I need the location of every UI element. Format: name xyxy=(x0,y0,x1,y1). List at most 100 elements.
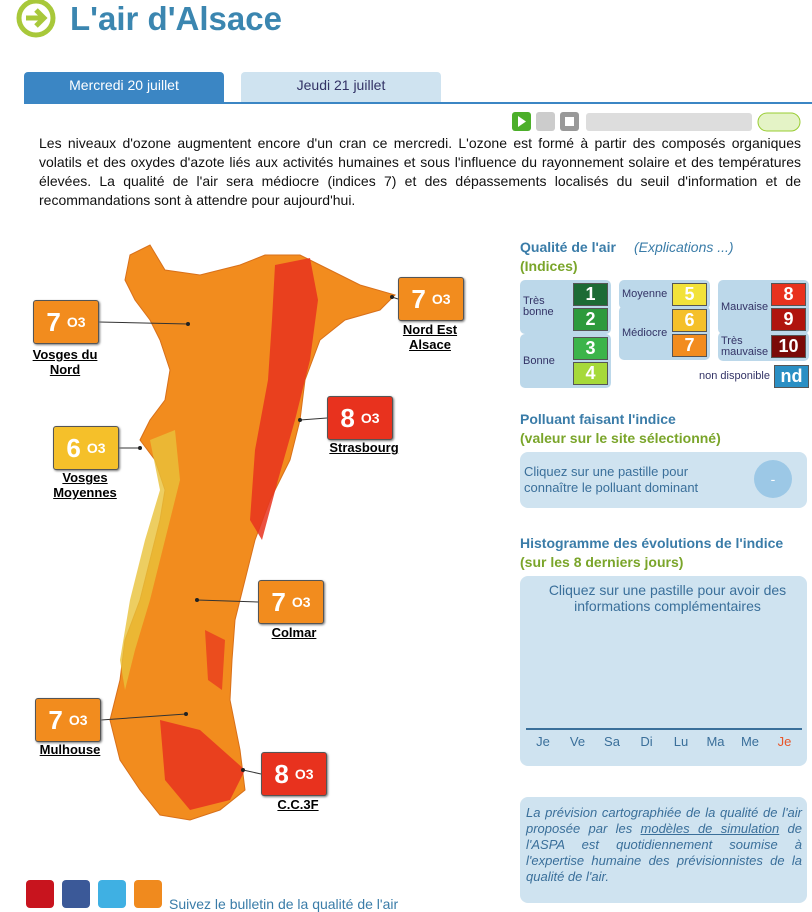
pastille[interactable]: 7 O3 xyxy=(33,300,99,344)
legend-label: Mauvaise xyxy=(721,300,769,313)
logo xyxy=(16,0,56,38)
legend-label: Bonne xyxy=(523,354,555,367)
note-text: La prévision cartographiée de la qualité… xyxy=(526,805,802,836)
day-label: Je xyxy=(777,734,792,749)
index-value: 8 xyxy=(274,758,289,789)
legend-group: 3 4 Bonne xyxy=(520,334,611,388)
facebook-icon[interactable] xyxy=(62,880,90,908)
day-label: Ve xyxy=(569,734,586,749)
site-name[interactable]: Nord Est Alsace xyxy=(402,322,458,352)
legend-label: Très bonne xyxy=(523,295,554,318)
legend-level: 5 xyxy=(672,283,707,306)
pause-button[interactable] xyxy=(536,112,555,131)
site-dot xyxy=(138,446,142,450)
pollutant-button[interactable]: - xyxy=(754,460,792,498)
pollutant: O3 xyxy=(291,594,311,610)
legend-level: 6 xyxy=(672,309,707,332)
site-dot xyxy=(186,322,190,326)
tab[interactable]: Mercredi 20 juillet xyxy=(24,72,224,103)
connector xyxy=(196,599,259,603)
day-label: Di xyxy=(640,734,653,749)
legend-group: nd non disponible xyxy=(696,362,812,391)
legend-level: nd xyxy=(773,365,809,388)
progress-bar[interactable] xyxy=(586,113,752,131)
pastille[interactable]: 7 O3 xyxy=(398,277,464,321)
connector xyxy=(299,417,328,421)
pdf-icon[interactable] xyxy=(26,880,54,908)
page-title: L'air d'Alsace xyxy=(70,0,282,37)
site-dot xyxy=(241,768,245,772)
axis-line xyxy=(526,728,802,730)
site-name[interactable]: Vosges Moyennes xyxy=(53,470,117,500)
section-title: Polluant faisant l'indice xyxy=(520,411,676,427)
legend-group: 1 2 Très bonne xyxy=(520,280,611,334)
pastille[interactable]: 6 O3 xyxy=(53,426,119,470)
site-dot xyxy=(298,418,302,422)
levels: 10 xyxy=(771,335,806,358)
legend-label: non disponible xyxy=(699,370,770,382)
follow-link[interactable]: Suivez le bulletin de la qualité de l'ai… xyxy=(169,896,399,912)
levels: nd xyxy=(773,365,809,388)
index-value: 7 xyxy=(271,586,286,617)
site-name[interactable]: Mulhouse xyxy=(39,742,101,757)
pastille[interactable]: 8 O3 xyxy=(327,396,393,440)
connector xyxy=(98,321,189,325)
day-label: Je xyxy=(536,734,550,749)
index-value: 6 xyxy=(66,432,81,463)
legend-label: Très mauvaise xyxy=(721,334,769,358)
pollutant: O3 xyxy=(360,410,380,426)
legend-title: Qualité de l'air xyxy=(520,239,616,255)
message: Cliquez sur une pastille pour connaître … xyxy=(524,464,699,495)
index-value: 7 xyxy=(411,283,426,314)
legend-level: 4 xyxy=(573,362,608,385)
site-name[interactable]: C.C.3F xyxy=(277,797,319,812)
pollutant: O3 xyxy=(86,440,106,456)
connector xyxy=(100,713,187,721)
legend-subtitle: (Indices) xyxy=(520,258,578,274)
index-value: 7 xyxy=(46,306,61,337)
pastille[interactable]: 7 O3 xyxy=(35,698,101,742)
legend-level: 10 xyxy=(771,335,806,358)
day-label: Me xyxy=(740,734,760,749)
legend-group: 5 Moyenne xyxy=(619,280,710,309)
histogram-panel: Cliquez sur une pastille pour avoir des … xyxy=(520,576,807,766)
social-icons xyxy=(26,880,162,908)
legend-level: 3 xyxy=(573,337,608,360)
legend-level: 9 xyxy=(771,308,806,331)
connectors xyxy=(98,295,399,775)
section-subtitle: (sur les 8 derniers jours) xyxy=(520,554,684,570)
legend-level: 2 xyxy=(573,308,608,331)
site-name[interactable]: Vosges du Nord xyxy=(32,347,98,377)
message: Cliquez sur une pastille pour avoir des … xyxy=(548,582,787,614)
pastille[interactable]: 7 O3 xyxy=(258,580,324,624)
day-label: Lu xyxy=(673,734,689,749)
site-dot xyxy=(195,598,199,602)
day-label: Sa xyxy=(604,734,620,749)
site-name[interactable]: Strasbourg xyxy=(329,440,399,455)
rss-icon[interactable] xyxy=(134,880,162,908)
pollutant: O3 xyxy=(66,314,86,330)
note: La prévision cartographiée de la qualité… xyxy=(526,805,802,885)
speed[interactable] xyxy=(757,112,801,132)
twitter-icon[interactable] xyxy=(98,880,126,908)
legend-link[interactable]: (Explications ...) xyxy=(634,239,734,255)
legend-level: 8 xyxy=(771,283,806,306)
legend-group: 10 Très mauvaise xyxy=(718,332,809,361)
pastille[interactable]: 8 O3 xyxy=(261,752,327,796)
site-name[interactable]: Colmar xyxy=(271,625,317,640)
player xyxy=(512,112,801,132)
pollutant: O3 xyxy=(431,291,451,307)
tab[interactable]: Jeudi 21 juillet xyxy=(241,72,441,103)
note-link[interactable]: modèles de simulation xyxy=(640,821,780,836)
legend-group: 8 9 Mauvaise xyxy=(718,280,809,334)
note-panel: La prévision cartographiée de la qualité… xyxy=(520,797,807,903)
legend-group: 6 7 Médiocre xyxy=(619,306,710,360)
legend-label: Moyenne xyxy=(622,288,668,300)
note-text: de l'ASPA est quotidiennement soumise à … xyxy=(526,821,802,884)
section-subtitle: (valeur sur le site sélectionné) xyxy=(520,430,721,446)
